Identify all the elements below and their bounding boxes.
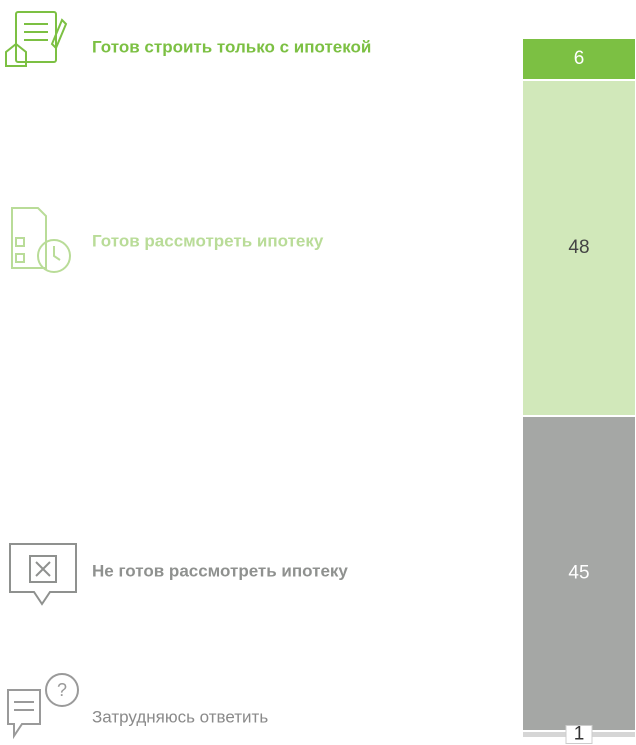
value-label: 45: [568, 563, 589, 584]
legend-label: Готов рассмотреть ипотеку: [92, 231, 324, 250]
legend-label: Готов строить только с ипотекой: [92, 37, 371, 56]
icon-house-document: [5, 11, 68, 67]
bar-segment: [521, 79, 636, 417]
icon-document-clock: [11, 207, 71, 273]
value-label: 1: [574, 724, 585, 745]
icon-question-chat: ?: [7, 673, 79, 740]
bar-segment: [521, 415, 636, 732]
legend-label: Не готов рассмотреть ипотеку: [92, 561, 348, 580]
value-label-box: [565, 725, 593, 744]
icon-cancel-message: [9, 543, 77, 606]
value-label: 6: [574, 48, 585, 69]
value-label: 48: [568, 237, 589, 258]
legend-label: Затрудняюсь ответить: [92, 707, 268, 726]
svg-text:?: ?: [57, 680, 67, 700]
